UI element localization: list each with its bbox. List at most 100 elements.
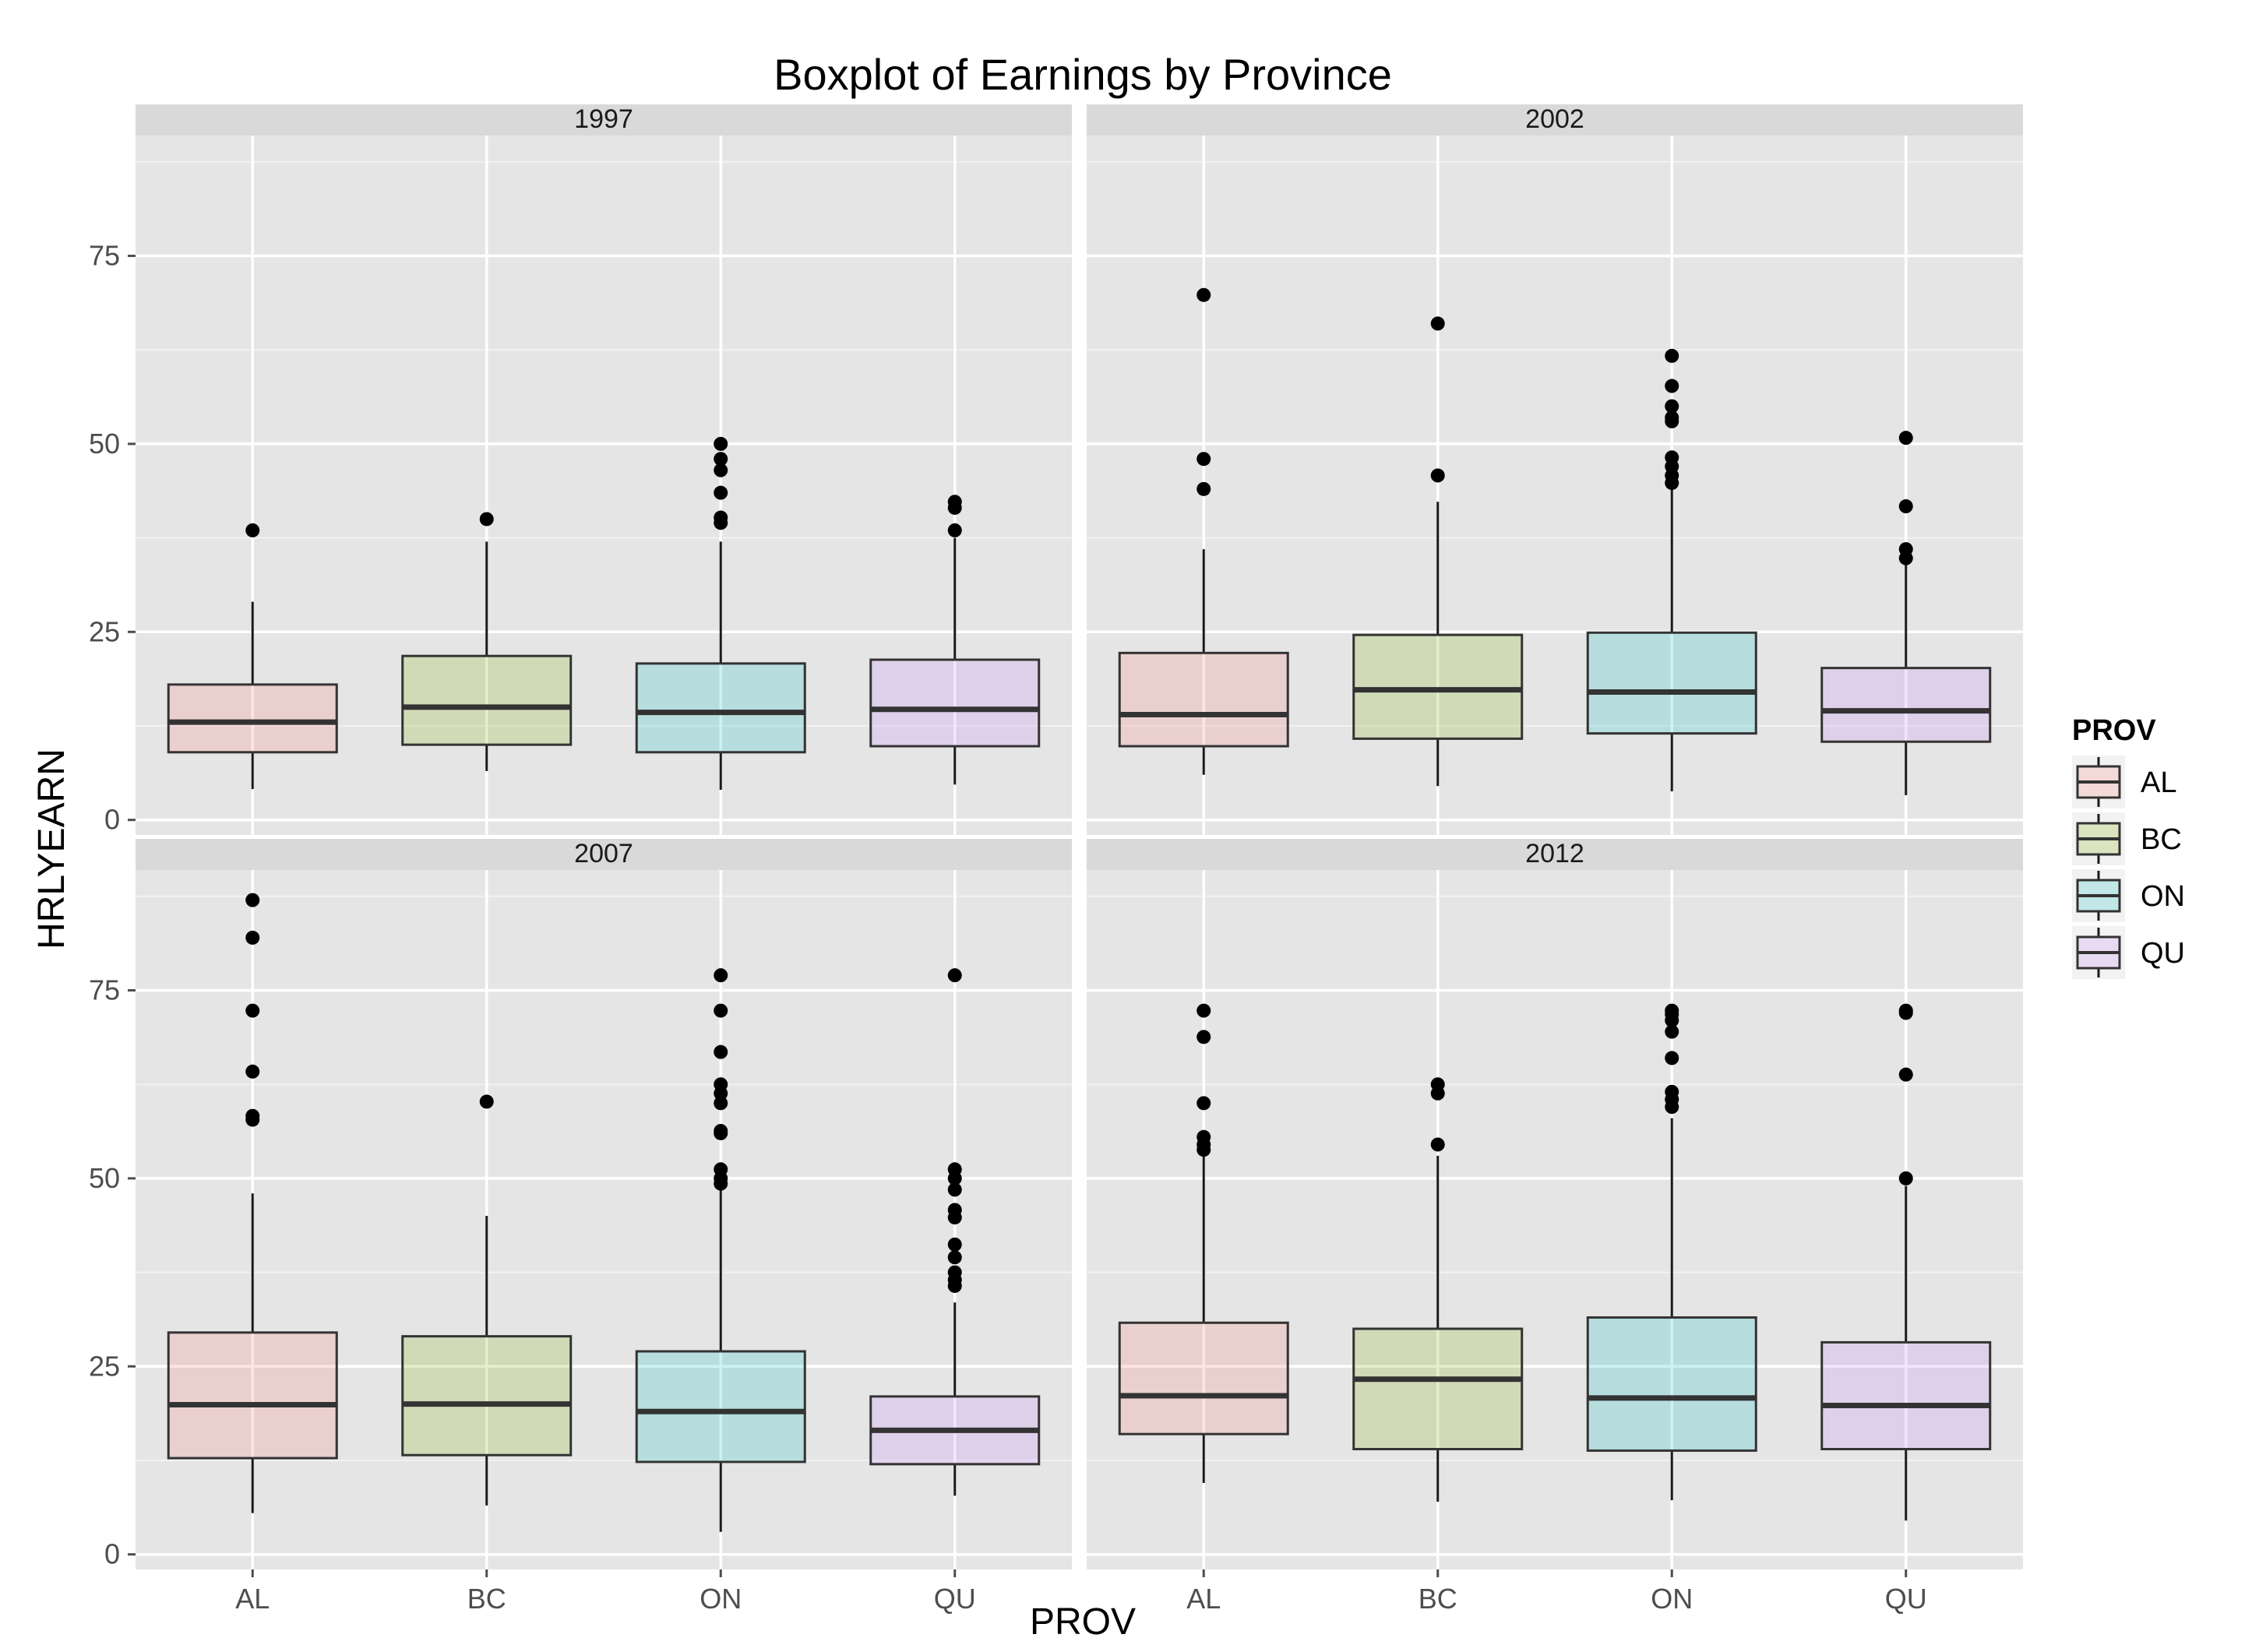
outlier-point [714, 1003, 728, 1018]
outlier-point [1898, 1171, 1913, 1185]
box-2007-QU [869, 968, 1041, 1496]
box-iqr [167, 683, 338, 754]
legend-title: PROV [2072, 714, 2156, 747]
box-iqr [1820, 667, 1992, 743]
outlier-point [1665, 1003, 1679, 1018]
x-tick-label: QU [1885, 1583, 1927, 1615]
legend-label: ON [2141, 880, 2185, 913]
y-tick-label: 25 [89, 1350, 120, 1382]
legend-item-ON: ON [2072, 869, 2185, 922]
panel-background [1087, 870, 2023, 1569]
outlier-point [1898, 1067, 1913, 1082]
outlier-point [1898, 1003, 1913, 1018]
outlier-point [947, 495, 962, 509]
outlier-point [1430, 468, 1445, 483]
box-2012-QU [1820, 1003, 1992, 1521]
outlier-point [947, 523, 962, 537]
facet-panel-2002: 2002 [1087, 104, 2023, 835]
outlier-point [245, 1064, 260, 1079]
outlier-point [1665, 379, 1679, 393]
panel-background [1087, 136, 2023, 835]
y-axis-label: HRLYEARN [31, 749, 72, 949]
panel-background [136, 870, 1072, 1569]
outlier-point [245, 523, 260, 537]
outlier-point [479, 512, 494, 527]
box-1997-BC [401, 512, 573, 771]
x-tick-label: AL [1186, 1583, 1221, 1615]
outlier-point [1898, 542, 1913, 557]
chart-title: Boxplot of Earnings by Province [774, 50, 1392, 99]
x-tick-label: AL [235, 1583, 270, 1615]
outlier-point [1196, 452, 1211, 467]
box-2012-ON [1586, 1003, 1757, 1501]
x-tick-label: BC [467, 1583, 506, 1615]
box-2002-QU [1820, 431, 1992, 795]
outlier-point [1665, 1051, 1679, 1066]
outlier-point [714, 1124, 728, 1139]
outlier-point [714, 1077, 728, 1092]
outlier-point [947, 968, 962, 983]
y-tick-label: 75 [89, 974, 120, 1006]
legend-item-AL: AL [2072, 756, 2176, 808]
y-tick-label: 75 [89, 239, 120, 271]
outlier-point [947, 1265, 962, 1280]
outlier-point [1430, 1077, 1445, 1092]
legend-label: AL [2141, 766, 2176, 799]
outlier-point [1898, 499, 1913, 514]
box-iqr [869, 658, 1041, 748]
outlier-point [1665, 410, 1679, 425]
outlier-point [1196, 481, 1211, 496]
box-iqr [1352, 1327, 1524, 1451]
outlier-point [714, 485, 728, 500]
legend-label: QU [2141, 937, 2185, 970]
facet-strip [1087, 104, 2023, 136]
outlier-point [1430, 1137, 1445, 1152]
x-tick-label: ON [1651, 1583, 1693, 1615]
outlier-point [1430, 316, 1445, 331]
outlier-point [947, 1237, 962, 1252]
legend-label: BC [2141, 823, 2182, 856]
facet-panels: 1997 0 25 50 75 2002 2007 0 25 50 75 AL BC ON QU 2012 AL… [89, 104, 2023, 1615]
outlier-point [1196, 1129, 1211, 1144]
outlier-point [1196, 1030, 1211, 1044]
box-iqr [167, 1331, 338, 1460]
box-iqr [1118, 651, 1289, 748]
facet-strip [136, 104, 1072, 136]
box-2002-BC [1352, 316, 1524, 787]
facet-strip-label: 1997 [574, 104, 633, 134]
outlier-point [714, 1044, 728, 1059]
outlier-point [714, 436, 728, 451]
outlier-point [245, 893, 260, 907]
box-iqr [1352, 633, 1524, 740]
x-tick-label: BC [1419, 1583, 1457, 1615]
outlier-point [1898, 431, 1913, 446]
outlier-point [714, 510, 728, 525]
outlier-point [245, 1108, 260, 1123]
x-axis-label: PROV [1030, 1601, 1136, 1643]
y-tick-label: 50 [89, 1162, 120, 1194]
x-tick-label: QU [934, 1583, 976, 1615]
outlier-point [1196, 1003, 1211, 1018]
box-2007-ON [635, 968, 806, 1532]
outlier-point [714, 1162, 728, 1177]
box-2012-BC [1352, 1077, 1524, 1502]
legend-item-BC: BC [2072, 812, 2182, 865]
outlier-point [947, 1203, 962, 1217]
outlier-point [714, 1096, 728, 1111]
outlier-point [947, 1162, 962, 1177]
facet-strip-label: 2007 [574, 839, 633, 868]
box-2007-BC [401, 1094, 573, 1506]
outlier-point [947, 1250, 962, 1265]
outlier-point [479, 1094, 494, 1109]
box-iqr [1118, 1321, 1289, 1435]
y-tick-label: 25 [89, 615, 120, 647]
box-iqr [401, 654, 573, 746]
facet-panel-1997: 1997 0 25 50 75 [89, 104, 1072, 836]
box-iqr [635, 1350, 806, 1464]
outlier-point [1665, 450, 1679, 465]
box-iqr [635, 662, 806, 754]
y-tick-label: 50 [89, 428, 120, 460]
outlier-point [245, 930, 260, 945]
outlier-point [714, 968, 728, 983]
